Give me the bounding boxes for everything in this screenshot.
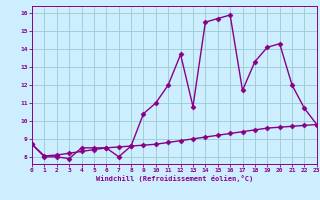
X-axis label: Windchill (Refroidissement éolien,°C): Windchill (Refroidissement éolien,°C) bbox=[96, 175, 253, 182]
